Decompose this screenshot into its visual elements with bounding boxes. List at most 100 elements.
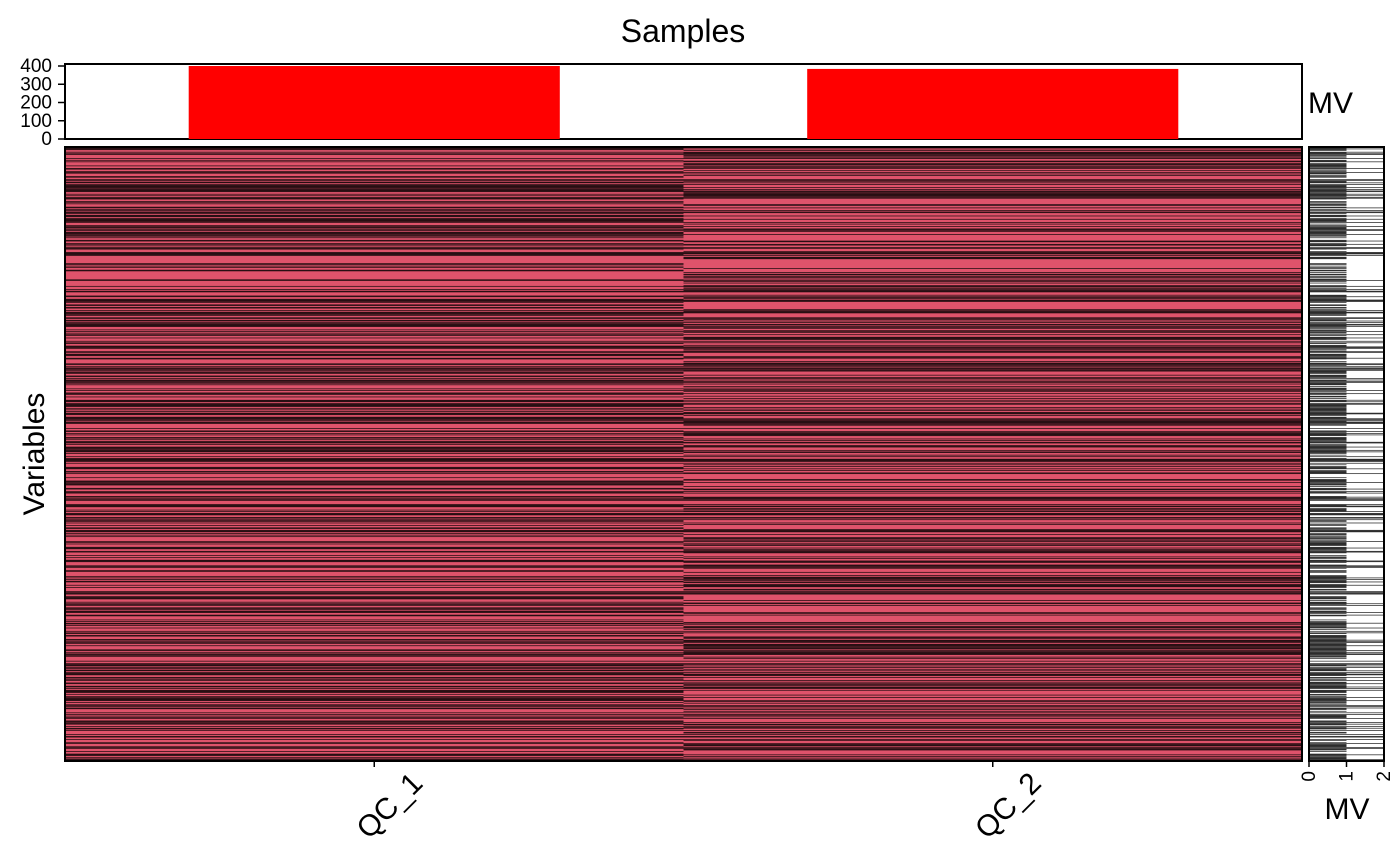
heatmap-missing-cell [683, 684, 1302, 685]
side-bar [1309, 456, 1384, 458]
heatmap-missing-cell [65, 243, 684, 244]
heatmap-missing-cell [65, 634, 684, 636]
heatmap-missing-cell [683, 533, 1302, 535]
heatmap-missing-cell [683, 724, 1302, 726]
side-bar [1309, 447, 1347, 449]
heatmap-missing-cell [683, 347, 1302, 348]
heatmap-missing-cell [683, 166, 1302, 168]
side-bar [1309, 232, 1347, 234]
heatmap-missing-cell [683, 256, 1302, 258]
heatmap-missing-cell [683, 155, 1302, 157]
heatmap-missing-cell [65, 320, 684, 322]
side-bar [1309, 323, 1384, 325]
side-bar [1309, 524, 1347, 525]
side-bar [1309, 698, 1347, 700]
side-bar [1309, 350, 1347, 352]
side-bar [1309, 185, 1347, 187]
heatmap-missing-cell [683, 542, 1302, 544]
side-bar [1309, 449, 1384, 451]
side-bar [1309, 592, 1384, 594]
side-bar [1309, 318, 1384, 319]
side-bar [1309, 710, 1347, 712]
side-bar [1309, 584, 1384, 586]
side-bar [1309, 382, 1384, 383]
side-bar-chart: 0 1 2 MV [1299, 146, 1395, 826]
side-bar [1309, 346, 1384, 348]
heatmap-missing-cell [65, 598, 684, 600]
heatmap-missing-cell [65, 492, 684, 494]
side-bar [1309, 190, 1384, 192]
side-bar [1309, 453, 1347, 454]
heatmap-missing-cell [65, 384, 684, 386]
side-bar [1309, 422, 1384, 424]
heatmap-missing-cell [683, 727, 1302, 729]
heatmap-missing-cell [65, 416, 684, 418]
heatmap-missing-cell [683, 636, 1302, 638]
side-bar [1309, 233, 1347, 235]
heatmap-missing-cell [65, 531, 684, 533]
heatmap-missing-cell [683, 432, 1302, 434]
heatmap-missing-cell [683, 681, 1302, 683]
heatmap-missing-cell [65, 736, 684, 738]
side-bar [1309, 517, 1384, 518]
side-bar [1309, 471, 1347, 473]
heatmap-missing-cell [65, 655, 684, 656]
heatmap-missing-cell [65, 519, 684, 521]
heatmap-missing-cell [65, 557, 684, 559]
side-bar [1309, 452, 1347, 454]
side-bar [1309, 207, 1384, 209]
heatmap-missing-cell [683, 466, 1302, 467]
heatmap-missing-cell [65, 707, 684, 709]
heatmap-missing-cell [683, 441, 1302, 443]
heatmap-missing-cell [683, 593, 1302, 595]
heatmap-missing-cell [683, 412, 1302, 414]
side-bar [1309, 667, 1384, 668]
side-bar [1309, 354, 1347, 356]
heatmap-missing-cell [65, 311, 684, 313]
side-bar [1309, 565, 1384, 567]
side-bar [1309, 600, 1347, 601]
side-bar [1309, 529, 1347, 530]
heatmap-missing-cell [683, 153, 1302, 155]
heatmap-missing-cell [683, 567, 1302, 568]
heatmap-missing-cell [65, 447, 684, 449]
heatmap-missing-cell [65, 527, 684, 529]
side-bar [1309, 550, 1384, 552]
heatmap-missing-cell [683, 646, 1302, 647]
side-bar [1309, 288, 1347, 290]
heatmap-missing-cell [65, 730, 684, 731]
heatmap-missing-cell [65, 747, 684, 748]
side-bar [1309, 289, 1384, 290]
heatmap-missing-cell [65, 467, 684, 469]
heatmap-missing-cell [683, 365, 1302, 367]
heatmap-missing-cell [683, 363, 1302, 365]
heatmap-missing-cell [683, 605, 1302, 606]
side-bar [1309, 423, 1384, 424]
heatmap-missing-cell [683, 195, 1302, 197]
side-bar [1309, 201, 1347, 202]
side-bar [1309, 327, 1347, 329]
side-bar [1309, 276, 1347, 277]
heatmap-missing-cell [65, 270, 684, 272]
side-bar [1309, 273, 1347, 275]
heatmap-missing-cell [683, 175, 1302, 176]
heatmap-missing-cell [65, 688, 684, 689]
side-bar [1309, 623, 1347, 625]
heatmap-missing-cell [683, 462, 1302, 464]
side-bar [1309, 759, 1384, 761]
heatmap-missing-cell [65, 691, 684, 693]
heatmap-missing-cell [65, 230, 684, 231]
heatmap-missing-cell [65, 481, 684, 483]
side-bar [1309, 739, 1384, 740]
side-bar [1309, 520, 1347, 521]
heatmap-missing-cell [65, 345, 684, 347]
heatmap-missing-cell [65, 222, 684, 223]
heatmap-missing-cell [65, 221, 684, 222]
heatmap-missing-cell [683, 506, 1302, 508]
heatmap-missing-cell [65, 581, 684, 583]
heatmap-missing-cell [65, 566, 684, 567]
side-bar [1309, 228, 1347, 230]
heatmap-missing-cell [65, 496, 684, 497]
side-bar [1309, 533, 1347, 535]
side-bar [1309, 642, 1384, 643]
